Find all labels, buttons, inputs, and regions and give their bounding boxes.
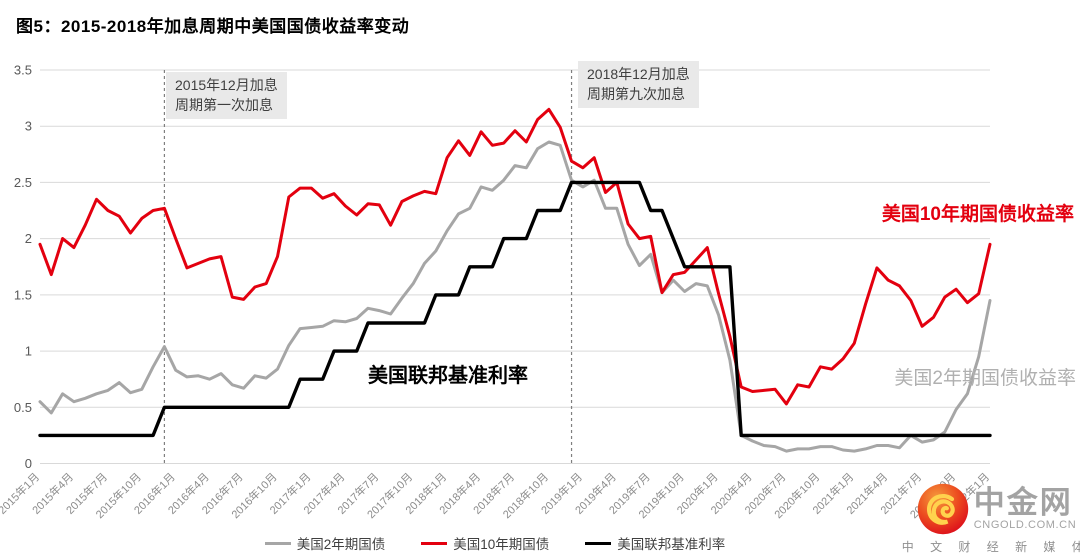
legend-item-2y: 美国2年期国债 — [264, 533, 386, 553]
logo-brand-text: 中金网 — [973, 484, 1073, 520]
grid: 0 0.5 1 1.5 2 2.5 3 3.5 — [14, 63, 990, 471]
annotation-line: 2015年12月加息 — [175, 77, 278, 93]
logo-tagline-text: 中 文 财 经 新 媒 体 — [901, 540, 1080, 554]
series-label-2y: 美国2年期国债收益率 — [894, 368, 1076, 389]
chart-title: 图5：2015-2018年加息周期中美国国债收益率变动 — [16, 17, 410, 36]
y-tick-label: 1.5 — [14, 287, 32, 302]
legend-swatch-2y — [264, 541, 291, 545]
legend-swatch-10y — [421, 541, 448, 545]
legend-item-10y: 美国10年期国债 — [421, 533, 549, 553]
annotation-ninth-hike: 2018年12月加息 周期第九次加息 — [578, 61, 699, 109]
legend-item-fed: 美国联邦基准利率 — [585, 533, 725, 553]
chart-svg: 0 0.5 1 1.5 2 2.5 3 3.5 2015年1月2015年4月2015年7月201… — [0, 63, 992, 522]
line-us-2y-treasury — [38, 140, 992, 453]
y-tick-label: 3 — [25, 119, 32, 134]
y-tick-label: 2.5 — [14, 175, 32, 190]
series-label-10y: 美国10年期国债收益率 — [881, 204, 1074, 225]
cngold-logo-icon — [917, 483, 968, 535]
cngold-watermark: 中金网 CNGOLD.COM.CN 中 文 财 经 新 媒 体 — [902, 482, 1080, 555]
annotation-line: 周期第一次加息 — [175, 96, 273, 113]
y-tick-label: 0 — [25, 456, 32, 471]
logo-row: 中金网 CNGOLD.COM.CN — [916, 482, 1077, 536]
y-tick-label: 2 — [25, 231, 32, 246]
y-tick-label: 3.5 — [14, 63, 32, 78]
logo-text-column: 中金网 CNGOLD.COM.CN — [973, 484, 1077, 532]
legend-label-10y: 美国10年期国债 — [453, 537, 550, 552]
annotation-line: 2018年12月加息 — [587, 66, 690, 82]
logo-domain-text: CNGOLD.COM.CN — [973, 519, 1077, 532]
annotation-line: 周期第九次加息 — [587, 85, 685, 102]
legend: 美国2年期国债 美国10年期国债 美国联邦基准利率 — [0, 533, 990, 553]
line-us-10y-treasury — [38, 107, 992, 406]
legend-label-fed: 美国联邦基准利率 — [617, 537, 726, 552]
series-label-fed: 美国联邦基准利率 — [368, 365, 528, 387]
y-tick-label: 0.5 — [14, 400, 32, 415]
legend-label-2y: 美国2年期国债 — [296, 537, 386, 552]
y-tick-label: 1 — [25, 344, 32, 359]
x-axis: 2015年1月2015年4月2015年7月2015年10月2016年1月2016… — [0, 470, 992, 521]
line-us-fed-funds-rate — [38, 180, 992, 438]
legend-swatch-fed — [585, 541, 612, 545]
annotation-first-hike: 2015年12月加息 周期第一次加息 — [166, 72, 287, 120]
